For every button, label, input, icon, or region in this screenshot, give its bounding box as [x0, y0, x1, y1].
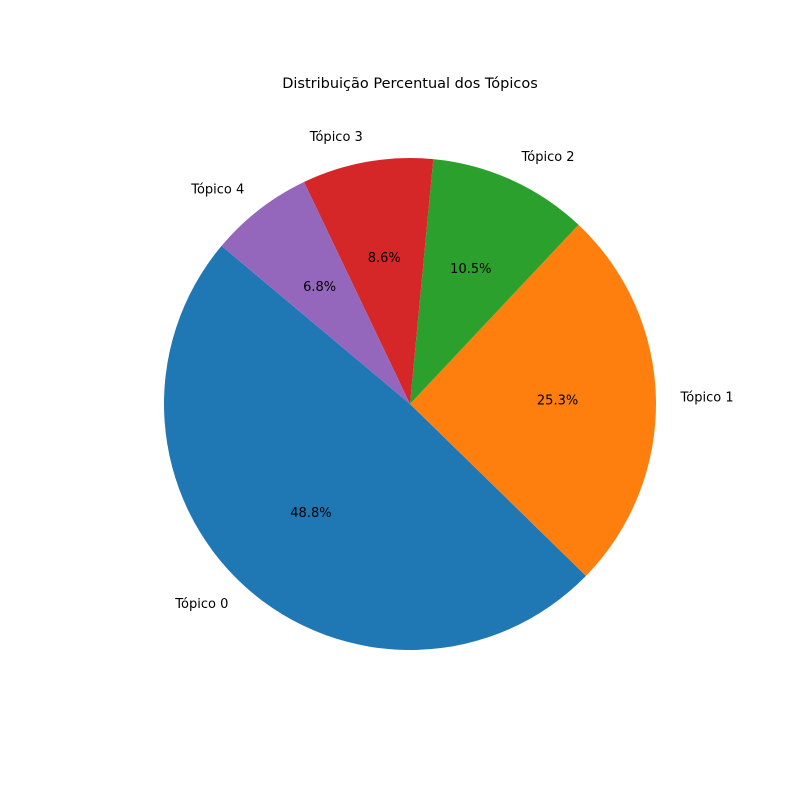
slice-label-0: Tópico 0	[174, 597, 228, 612]
slice-label-4: Tópico 4	[190, 183, 244, 198]
pie-slice-0	[164, 245, 587, 650]
pie-labels: Tópico 0 48.8% Tópico 1 25.3% Tópico 2 10.5% T…	[174, 130, 733, 612]
slice-label-3: Tópico 3	[309, 130, 363, 145]
slice-percent-4: 6.8%	[303, 280, 336, 295]
chart-title: Distribuição Percentual dos Tópicos	[282, 76, 538, 92]
pie-slice-3	[304, 157, 434, 404]
slice-label-1: Tópico 1	[680, 391, 734, 406]
slice-percent-1: 25.3%	[537, 393, 578, 408]
pie-slices	[164, 157, 656, 650]
pie-slice-4	[221, 182, 410, 404]
slice-percent-0: 48.8%	[290, 506, 331, 521]
pie-slice-2	[410, 159, 579, 404]
slice-percent-2: 10.5%	[450, 262, 491, 277]
slice-label-2: Tópico 2	[521, 150, 575, 165]
pie-slice-1	[410, 224, 656, 576]
slice-percent-3: 8.6%	[368, 251, 401, 266]
